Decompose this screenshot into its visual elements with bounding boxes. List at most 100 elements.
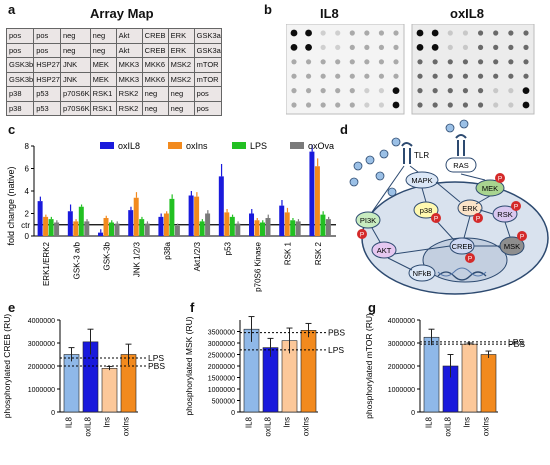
y-tick-label: 6 bbox=[25, 165, 30, 174]
blot-spot bbox=[432, 59, 438, 65]
array-map-cell: JNK bbox=[59, 57, 91, 73]
blot-spot bbox=[349, 102, 355, 108]
pathway-node-rsk: RSK bbox=[497, 210, 512, 219]
blot-title-oxil8: oxIL8 bbox=[450, 6, 484, 21]
array-map-table: pos pos neg neg Akt CREB ERK GSK3a pos pos neg neg A… bbox=[5, 28, 222, 116]
array-map-cell: Akt bbox=[115, 42, 143, 58]
array-map-cell: RSK2 bbox=[115, 86, 143, 102]
bar-oxOva bbox=[114, 223, 120, 236]
blot-spot bbox=[335, 102, 341, 108]
blot-spot bbox=[493, 30, 499, 36]
bar-oxIns bbox=[480, 354, 497, 413]
array-map-cell: MKK3 bbox=[115, 71, 143, 87]
y-tick-label: 1000000 bbox=[208, 387, 235, 394]
array-map-cell: pos bbox=[193, 100, 222, 116]
blot-spot bbox=[364, 30, 370, 36]
blot-spot bbox=[522, 101, 530, 109]
bar-LPS bbox=[229, 216, 235, 236]
x-tick-label: Akt1/2/3 bbox=[193, 241, 202, 271]
x-tick-label: oxIL8 bbox=[264, 416, 273, 436]
legend-swatch-LPS bbox=[232, 142, 246, 149]
bar-oxIL8 bbox=[128, 210, 134, 236]
panel-label-e: e bbox=[8, 300, 16, 315]
blot-spot bbox=[364, 44, 370, 50]
x-tick-label: oxIL8 bbox=[444, 416, 453, 436]
phospho-label: P bbox=[360, 232, 364, 239]
x-tick-label: oxIns bbox=[122, 417, 131, 436]
array-map-row: pos pos neg neg Akt CREB ERK GSK3a bbox=[5, 28, 222, 44]
blot-spot bbox=[493, 88, 499, 94]
blot-spot bbox=[364, 88, 370, 94]
blot-spot bbox=[477, 88, 484, 94]
bar-oxOva bbox=[174, 225, 180, 236]
msk-chart: phosphorylated MSK (RU) 0 500000 1000000 150… bbox=[184, 316, 345, 437]
pathway-arrows bbox=[371, 165, 511, 271]
blot-spot bbox=[393, 44, 399, 50]
bar-oxOva bbox=[205, 213, 211, 236]
phospho-marker bbox=[465, 253, 475, 263]
array-map-cell: MKK6 bbox=[141, 71, 169, 87]
array-map-cell: neg bbox=[89, 28, 117, 44]
blot-spot bbox=[417, 59, 423, 65]
bar-IL8 bbox=[63, 354, 80, 413]
y-tick-label: 2000000 bbox=[28, 364, 55, 371]
blot-spot bbox=[493, 73, 499, 79]
phospho-marker bbox=[431, 213, 441, 223]
array-map-cell: p38 bbox=[5, 100, 35, 116]
legend-swatch-oxOva bbox=[290, 142, 304, 149]
phospho-label: P bbox=[498, 176, 502, 183]
bar-oxIns bbox=[300, 330, 317, 413]
blot-spot bbox=[508, 73, 514, 79]
array-map-cell: MKK3 bbox=[115, 57, 143, 73]
array-map-cell: mTOR bbox=[193, 57, 222, 73]
y-axis-label: phosphorylated mTOR (RU) bbox=[364, 313, 374, 419]
blot-spot bbox=[335, 88, 341, 94]
blot-spot bbox=[462, 73, 469, 79]
x-tick-label: p53 bbox=[223, 241, 232, 255]
blot-spot bbox=[523, 73, 529, 79]
bar-LPS bbox=[139, 219, 145, 236]
blot-spot bbox=[305, 59, 312, 65]
x-tick-label: RSK 1 bbox=[284, 241, 293, 265]
blot-spot bbox=[447, 30, 453, 36]
pathway-node-creb: CREB bbox=[452, 242, 473, 251]
y-tick-label: 2000000 bbox=[388, 364, 415, 371]
array-map-cell: mTOR bbox=[193, 71, 222, 87]
bar-oxOva bbox=[54, 222, 60, 236]
blot-membrane-il8 bbox=[286, 24, 405, 115]
node-nfkb-shape bbox=[408, 264, 436, 282]
x-tick-label: oxIns bbox=[302, 417, 311, 436]
blot-spot bbox=[508, 88, 514, 94]
blot-spot bbox=[477, 59, 484, 65]
pathway-node-mek: MEK bbox=[482, 184, 498, 193]
blot-spot bbox=[447, 44, 453, 50]
blot-spot bbox=[290, 44, 298, 51]
array-map-cell: MEK bbox=[89, 71, 117, 87]
blot-spot bbox=[349, 73, 355, 79]
blot-spot bbox=[320, 102, 326, 108]
blot-spot bbox=[462, 88, 469, 94]
array-map-cell: ERK bbox=[167, 42, 195, 58]
array-map-cell: GSK3a bbox=[193, 28, 222, 44]
bar-LPS bbox=[320, 214, 326, 236]
x-tick-label: Ins bbox=[283, 417, 292, 428]
x-tick-label: oxIL8 bbox=[84, 416, 93, 436]
y-tick-label: 3000000 bbox=[388, 341, 415, 348]
blot-spot bbox=[291, 73, 297, 79]
blot-spot bbox=[378, 30, 385, 36]
blot-spot bbox=[447, 59, 453, 65]
array-map-row: p38 p53 p70S6K RSK1 RSK2 neg neg pos bbox=[5, 86, 222, 102]
array-map-cell: neg bbox=[167, 100, 195, 116]
y-tick-label: 3500000 bbox=[208, 330, 235, 337]
x-tick-label: p70S6 Kinase bbox=[254, 241, 263, 291]
y-tick-label: 2500000 bbox=[208, 353, 235, 360]
x-tick-label: IL8 bbox=[425, 416, 434, 428]
blot-spot bbox=[477, 102, 484, 108]
blot-spot bbox=[462, 44, 469, 50]
ctr-label: ctr bbox=[21, 221, 30, 230]
ref-label-LPS: LPS bbox=[148, 353, 164, 363]
tlr-receptor-icon bbox=[401, 142, 413, 164]
bar-oxIns bbox=[133, 197, 139, 236]
blot-spot bbox=[305, 73, 312, 79]
blot-spot bbox=[378, 102, 385, 108]
